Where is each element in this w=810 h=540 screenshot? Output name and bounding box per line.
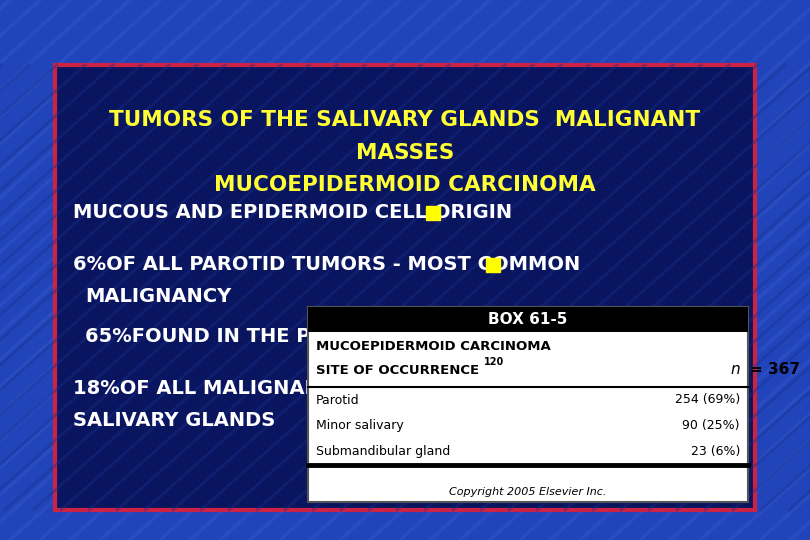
Text: MALIGNANCY: MALIGNANCY: [85, 287, 231, 307]
Text: MUCOEPIDERMOID CARCINOMA: MUCOEPIDERMOID CARCINOMA: [214, 175, 596, 195]
Text: TUMORS OF THE SALIVARY GLANDS  MALIGNANT: TUMORS OF THE SALIVARY GLANDS MALIGNANT: [109, 110, 701, 130]
Text: Minor salivary: Minor salivary: [316, 420, 403, 433]
Text: 90 (25%): 90 (25%): [683, 420, 740, 433]
Text: Copyright 2005 Elsevier Inc.: Copyright 2005 Elsevier Inc.: [450, 487, 607, 497]
Bar: [308, 307, 748, 502]
Text: 254 (69%): 254 (69%): [675, 394, 740, 407]
Text: SITE OF OCCURRENCE: SITE OF OCCURRENCE: [316, 363, 480, 376]
Text: MUCOEPIDERMOID CARCINOMA: MUCOEPIDERMOID CARCINOMA: [316, 340, 551, 353]
Text: 120: 120: [484, 357, 505, 367]
Text: 65%FOUND IN THE PAROTID GLAND: 65%FOUND IN THE PAROTID GLAND: [85, 327, 475, 347]
Text: SALIVARY GLANDS: SALIVARY GLANDS: [73, 411, 275, 430]
Bar: [55, 65, 755, 510]
Text: Submandibular gland: Submandibular gland: [316, 446, 450, 458]
Bar: [308, 307, 748, 332]
Text: BOX 61-5: BOX 61-5: [488, 312, 568, 327]
Text: 23 (6%): 23 (6%): [691, 446, 740, 458]
Text: MASSES: MASSES: [356, 143, 454, 163]
Text: 6%OF ALL PAROTID TUMORS - MOST COMMON: 6%OF ALL PAROTID TUMORS - MOST COMMON: [73, 255, 580, 274]
Text: MUCOUS AND EPIDERMOID CELL ORIGIN: MUCOUS AND EPIDERMOID CELL ORIGIN: [73, 204, 512, 222]
Text: Parotid: Parotid: [316, 394, 360, 407]
Text: n: n: [731, 362, 740, 377]
Text: = 367: = 367: [750, 362, 800, 377]
Text: 18%OF ALL MALIGNANT TUMORS OF THE: 18%OF ALL MALIGNANT TUMORS OF THE: [73, 380, 522, 399]
